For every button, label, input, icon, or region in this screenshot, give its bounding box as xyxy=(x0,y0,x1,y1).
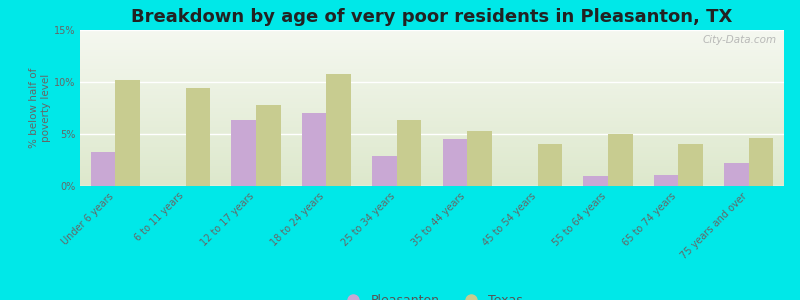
Bar xyxy=(583,176,608,186)
Title: Breakdown by age of very poor residents in Pleasanton, TX: Breakdown by age of very poor residents … xyxy=(131,8,733,26)
Bar xyxy=(256,105,281,186)
Bar xyxy=(231,121,256,186)
Bar xyxy=(538,144,562,186)
Bar xyxy=(654,175,678,186)
Bar xyxy=(372,156,397,186)
Bar xyxy=(442,139,467,186)
Bar xyxy=(724,163,749,186)
Bar xyxy=(115,80,140,186)
Legend: Pleasanton, Texas: Pleasanton, Texas xyxy=(336,289,528,300)
Bar xyxy=(397,121,422,186)
Bar xyxy=(186,88,210,186)
Bar xyxy=(678,144,703,186)
Bar xyxy=(326,74,351,186)
Bar xyxy=(467,131,492,186)
Y-axis label: % below half of
poverty level: % below half of poverty level xyxy=(30,68,51,148)
Text: City-Data.com: City-Data.com xyxy=(703,35,777,45)
Bar xyxy=(90,152,115,186)
Bar xyxy=(749,138,774,186)
Bar xyxy=(608,134,633,186)
Bar xyxy=(302,113,326,186)
